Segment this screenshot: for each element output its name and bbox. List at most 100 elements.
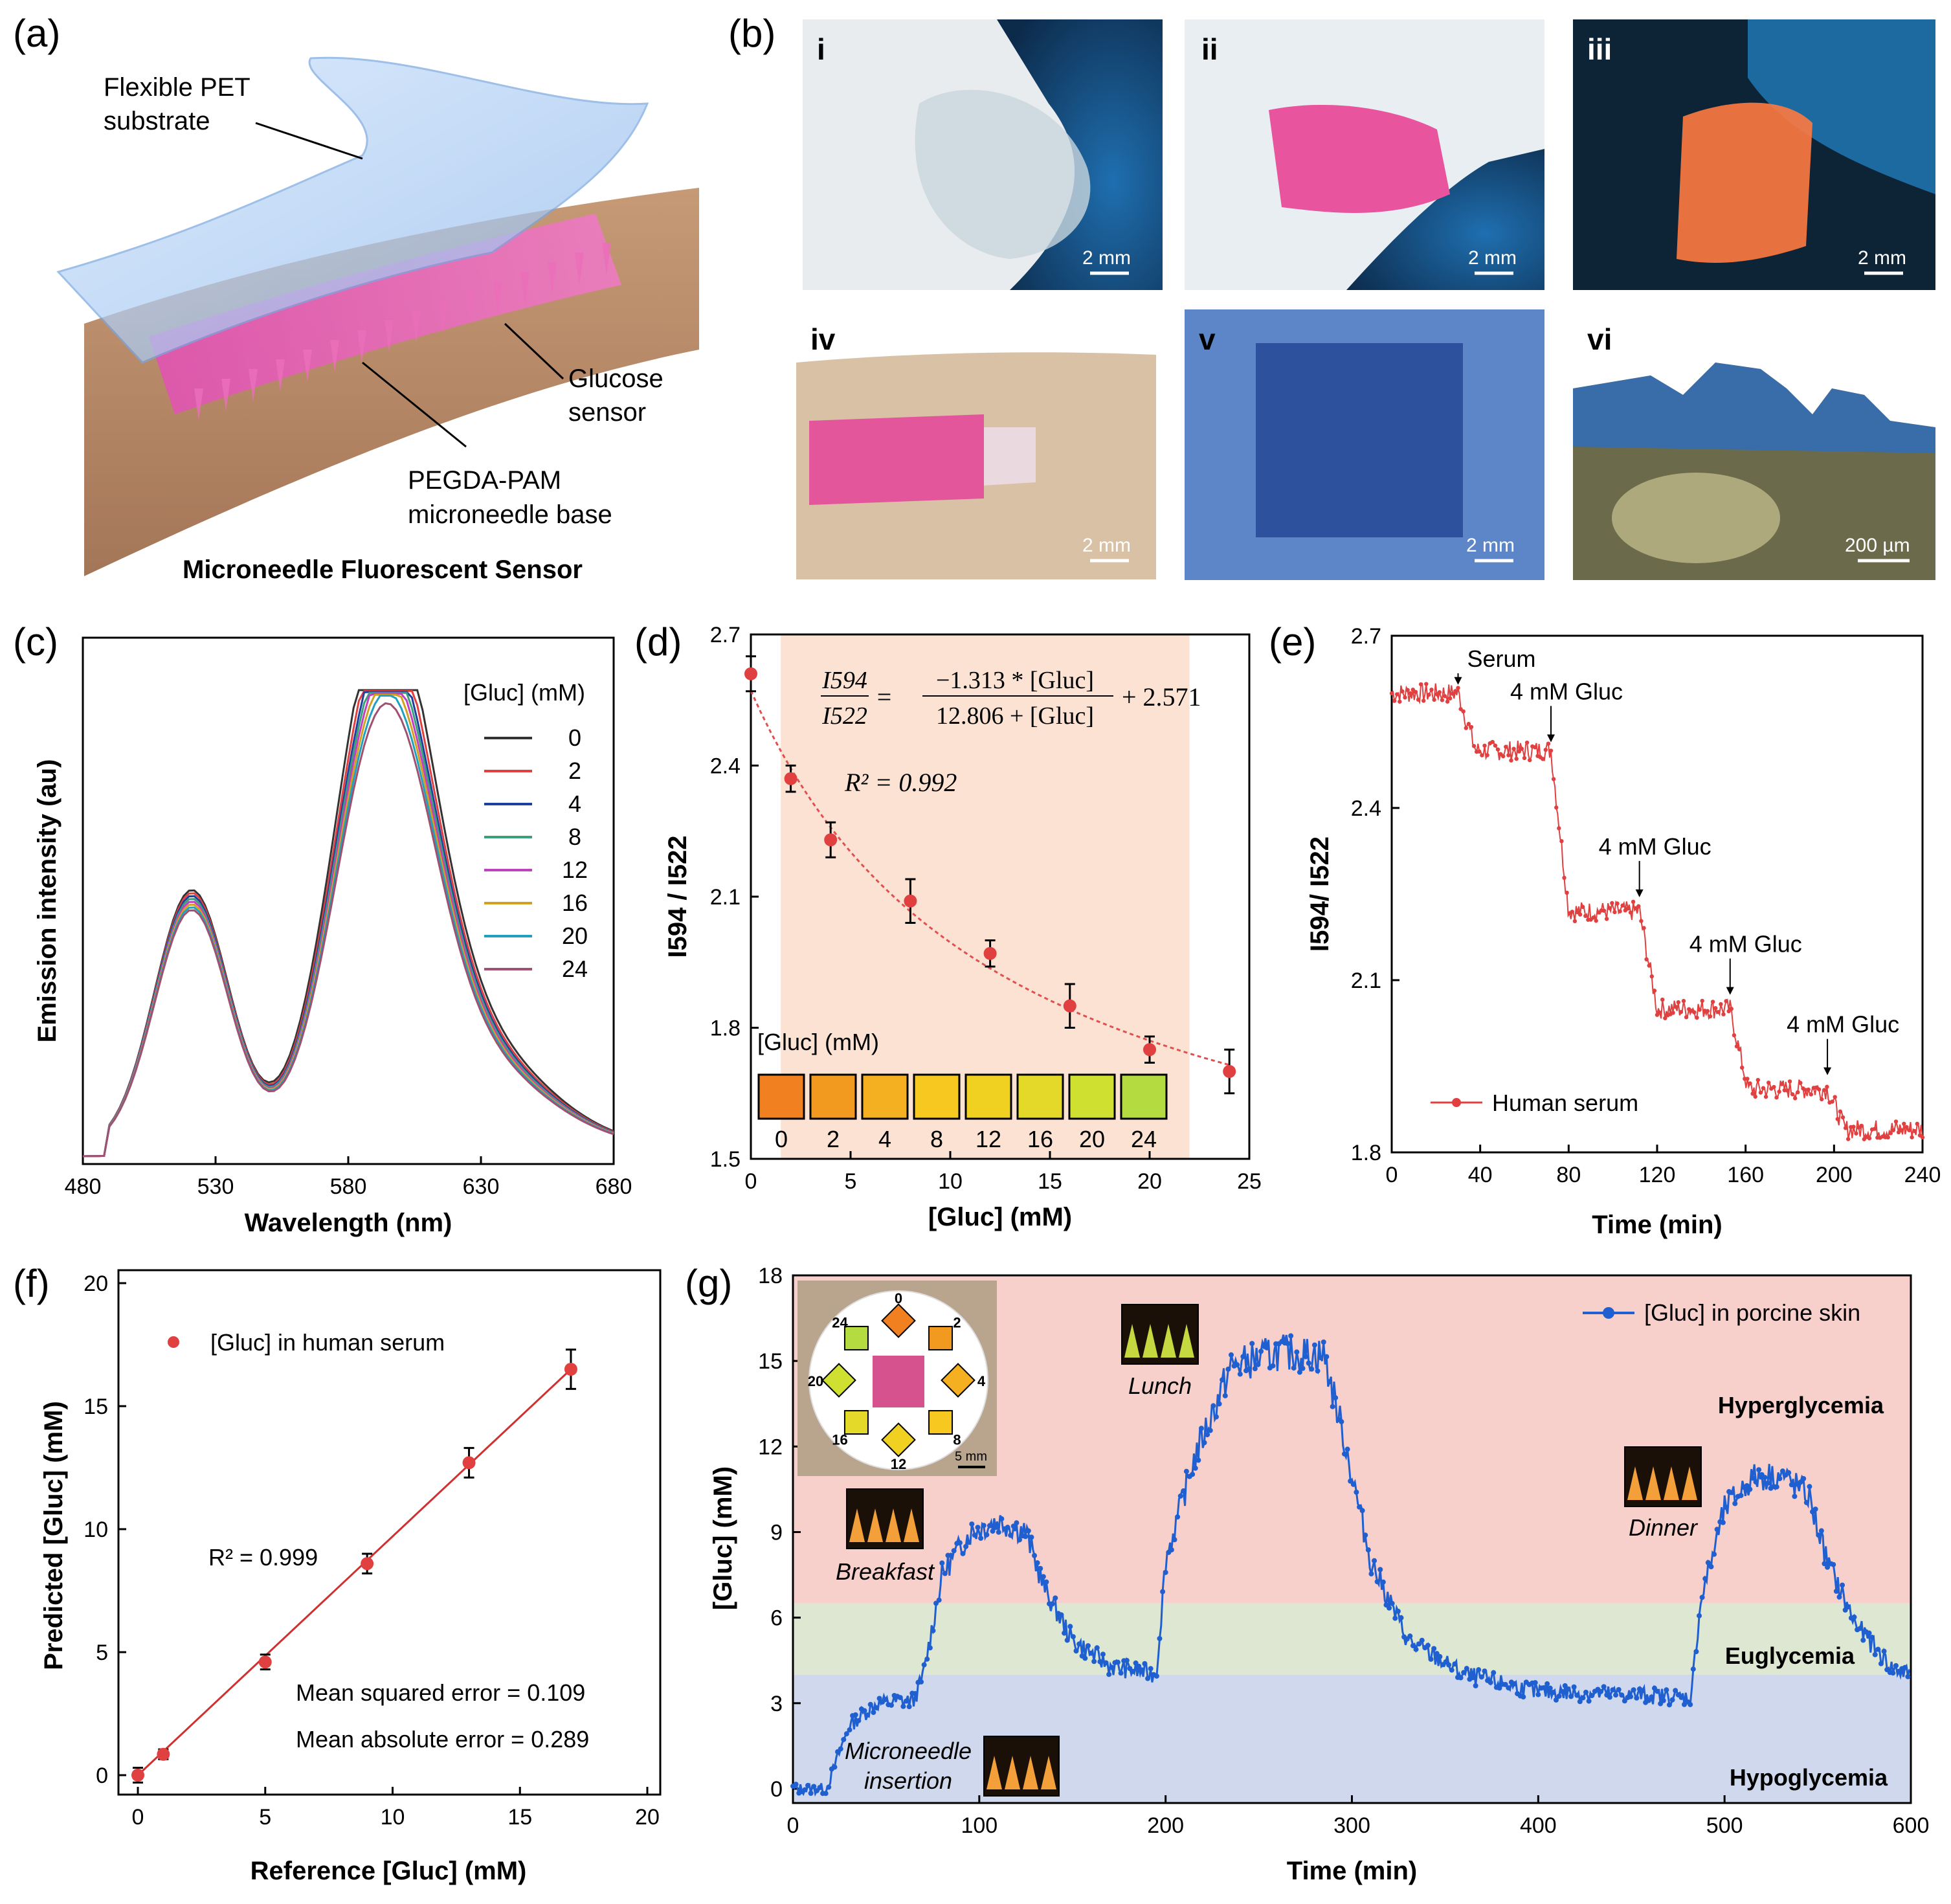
g-thumbnail-needle (1023, 1756, 1038, 1789)
e-data-point (1748, 1081, 1752, 1086)
g-data-point (1789, 1482, 1794, 1488)
g-data-point (1073, 1648, 1079, 1654)
g-data-point (1350, 1481, 1356, 1487)
g-data-point (1807, 1484, 1812, 1490)
g-data-point (1387, 1605, 1392, 1611)
d-color-swatch (809, 1073, 857, 1120)
e-ylabel: I594/ I522 (1306, 836, 1334, 952)
d-color-swatch (964, 1073, 1012, 1120)
g-inset-swatch-label: 24 (832, 1314, 848, 1330)
g-data-point (1398, 1615, 1404, 1620)
e-data-point (1750, 1092, 1755, 1096)
g-data-point (1154, 1673, 1159, 1679)
e-xtick-label: 80 (1556, 1163, 1581, 1187)
e-data-point (1904, 1125, 1909, 1130)
microneedle (194, 388, 203, 421)
g-data-point (1357, 1504, 1363, 1510)
g-data-point (1673, 1688, 1678, 1694)
g-data-point (897, 1695, 903, 1701)
panel-f-chart: (f) 0 5 10 15 20 0 5 10 15 20 Reference [Gluc] (mM)… (13, 1262, 662, 1885)
g-data-point (1088, 1650, 1094, 1656)
g-data-point (1270, 1363, 1276, 1369)
e-data-point (1533, 745, 1537, 750)
g-data-point (856, 1718, 862, 1723)
f-data-point (258, 1655, 272, 1669)
g-inset-swatch (843, 1325, 869, 1350)
g-data-point (1010, 1523, 1016, 1529)
e-data-point (1787, 1079, 1792, 1084)
g-data-point (1365, 1547, 1371, 1552)
e-data-point (1838, 1109, 1843, 1114)
d-ytick-label: 1.5 (710, 1147, 741, 1172)
f-frame (117, 1269, 662, 1796)
g-ytick-label: 12 (758, 1435, 783, 1459)
e-data-point (1657, 1010, 1662, 1015)
g-data-point (1521, 1694, 1526, 1700)
c-legend-label: 16 (562, 890, 588, 916)
g-data-point (1419, 1637, 1425, 1643)
g-data-point (1339, 1419, 1344, 1425)
g-data-point (1693, 1649, 1699, 1655)
scale-label-iv: 2 mm (1082, 535, 1131, 556)
g-data-point (1690, 1666, 1696, 1672)
g-data-point (1321, 1339, 1326, 1345)
e-data-point (1678, 1009, 1684, 1014)
g-inset-swatch-label: 16 (832, 1432, 847, 1448)
f-xtick-label: 20 (635, 1805, 660, 1830)
g-ytick-label: 18 (758, 1264, 783, 1288)
g-data-point (1446, 1662, 1452, 1668)
e-data-point (1524, 740, 1530, 745)
g-meal-label: Breakfast (836, 1558, 935, 1585)
g-data-point (1190, 1472, 1196, 1477)
photo-label-ii: ii (1201, 32, 1218, 66)
g-data-point (936, 1597, 942, 1603)
e-data-point (1825, 1084, 1829, 1089)
d-color-swatch (1016, 1073, 1064, 1120)
g-data-point (1478, 1674, 1484, 1680)
e-data-point (1490, 739, 1495, 745)
g-data-point (948, 1552, 954, 1558)
g-data-point (1610, 1687, 1616, 1693)
e-data-point (1695, 1015, 1699, 1020)
panel-letter-e: (e) (1269, 620, 1316, 664)
g-ytick-label: 15 (758, 1349, 783, 1374)
g-data-point (1688, 1701, 1693, 1707)
e-data-point (1713, 1005, 1718, 1011)
g-data-point (1649, 1694, 1655, 1700)
f-data-point (361, 1557, 374, 1571)
f-xlabel: Reference [Gluc] (mM) (251, 1857, 527, 1885)
g-data-point (1571, 1684, 1577, 1690)
f-data-point (462, 1456, 476, 1470)
g-data-point (1380, 1579, 1386, 1585)
d-color-swatch (1068, 1073, 1116, 1120)
e-data-point (1816, 1087, 1822, 1092)
g-data-point (1348, 1478, 1354, 1484)
e-data-point (1578, 912, 1583, 917)
g-data-point (1115, 1659, 1120, 1665)
g-data-point (1750, 1475, 1756, 1481)
g-thumbnail-needle (1124, 1324, 1140, 1358)
sensor-label-line1: Glucose (568, 364, 663, 393)
g-data-point (1556, 1693, 1562, 1699)
e-data-point (1572, 919, 1578, 924)
e-annotation-arrowhead (1454, 677, 1462, 685)
f-fit-line (137, 1368, 572, 1776)
e-data-point (1732, 1033, 1737, 1038)
g-thumbnail-needle (1005, 1756, 1020, 1789)
g-data-point (808, 1791, 814, 1797)
g-zone-label: Hyperglycemia (1718, 1392, 1884, 1418)
e-data-point (1719, 1002, 1723, 1007)
e-data-point (1543, 747, 1548, 752)
g-data-point (1395, 1608, 1401, 1614)
photo-vi: vi 200 µm (1573, 309, 1935, 580)
c-xtick-label: 480 (65, 1174, 102, 1199)
g-data-point (1738, 1492, 1744, 1498)
g-data-point (876, 1696, 882, 1701)
g-data-point (1249, 1341, 1255, 1347)
g-data-point (1198, 1426, 1204, 1431)
e-data-point (1480, 753, 1484, 757)
panel-b-photos: (b) i 2 mm ii 2 mm iii 2 mm (728, 12, 1935, 580)
g-data-point (1869, 1635, 1875, 1641)
f-legend-marker (168, 1336, 179, 1348)
